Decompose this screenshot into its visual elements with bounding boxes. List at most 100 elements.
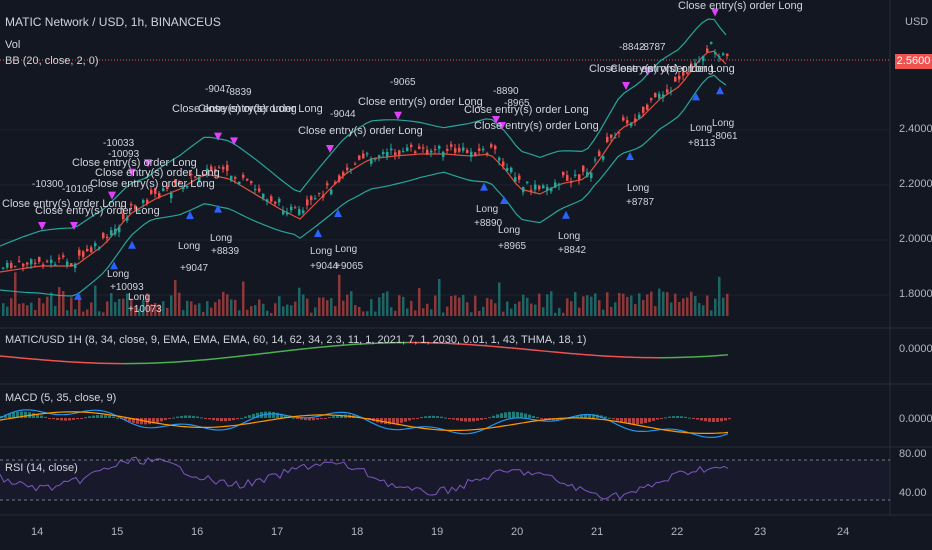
volume-bar (686, 297, 689, 316)
price-candle (242, 174, 245, 178)
entry-arrow-icon (314, 229, 322, 237)
volume-bar (14, 272, 17, 316)
macd-histogram-bar (340, 414, 343, 418)
macd-histogram-bar (480, 418, 483, 420)
macd-histogram-bar (452, 418, 455, 420)
price-candle (190, 173, 193, 176)
volume-bar (642, 299, 645, 316)
macd-histogram-bar (476, 418, 479, 421)
price-candle (338, 175, 341, 182)
macd-histogram-bar (536, 417, 539, 419)
macd-histogram-bar (724, 418, 727, 421)
price-candle (2, 267, 5, 269)
volume-bar (114, 302, 117, 316)
price-candle (222, 166, 225, 170)
volume-bar (494, 303, 497, 316)
volume-bar (358, 306, 361, 316)
symbol-title[interactable]: MATIC Network / USD, 1h, BINANCEUS (5, 15, 221, 29)
volume-bar (374, 311, 377, 316)
volume-bar (234, 299, 237, 316)
price-candle (46, 260, 49, 262)
macd-histogram-bar (436, 416, 439, 418)
macd-histogram-bar (44, 416, 47, 418)
exit-order-label: Close entry(s) order Long (298, 125, 423, 137)
macd-histogram-bar (184, 415, 187, 418)
macd-histogram-bar (80, 418, 83, 419)
volume-bar (614, 302, 617, 316)
macd-histogram-bar (588, 414, 591, 418)
price-candle (114, 228, 117, 235)
price-candle (694, 62, 697, 66)
trade-profit-label: -8061 (712, 131, 738, 142)
macd-histogram-bar (700, 418, 703, 421)
price-candle (314, 198, 317, 200)
oscillator-legend[interactable]: MATIC/USD 1H (8, 34, close, 9, EMA, EMA,… (5, 334, 587, 346)
time-axis-label: 18 (351, 526, 364, 538)
macd-histogram-bar (464, 418, 467, 422)
price-candle (726, 53, 729, 57)
price-candle (698, 60, 701, 62)
macd-histogram-bar (204, 418, 207, 419)
rsi-band-fill (0, 460, 890, 500)
price-candle (106, 236, 109, 239)
time-axis-label: 22 (671, 526, 684, 538)
volume-bar (430, 309, 433, 316)
volume-bar (666, 292, 669, 316)
rsi-legend[interactable]: RSI (14, close) (5, 462, 78, 474)
price-candle (426, 149, 429, 155)
volume-bar (478, 310, 481, 316)
price-candle (54, 264, 57, 267)
macd-histogram-bar (16, 411, 19, 418)
price-candle (574, 174, 577, 176)
macd-histogram-bar (640, 418, 643, 424)
trade-profit-label: -9047 (205, 84, 231, 95)
macd-histogram-bar (444, 417, 447, 419)
macd-histogram-bar (544, 418, 547, 420)
price-candle (310, 196, 313, 201)
macd-histogram-bar (420, 417, 423, 419)
volume-bar (602, 309, 605, 316)
macd-histogram-bar (188, 415, 191, 418)
volume-bar (322, 297, 325, 316)
price-candle (722, 53, 725, 56)
macd-histogram-bar (336, 415, 339, 418)
price-candle (414, 151, 417, 154)
entry-arrow-icon (500, 196, 508, 204)
bb-upper-band (0, 18, 727, 247)
vol-legend[interactable]: Vol (5, 39, 21, 51)
macd-histogram-bar (56, 418, 59, 421)
entry-order-label: Long (128, 292, 151, 303)
volume-bar (30, 302, 33, 316)
trade-profit-label: +8842 (558, 245, 587, 256)
macd-histogram-bar (652, 418, 655, 421)
volume-bar (586, 295, 589, 316)
exit-order-label: Close entry(s) order Long (358, 96, 483, 108)
macd-histogram-bar (48, 418, 51, 419)
bb-legend[interactable]: BB (20, close, 2, 0) (5, 55, 99, 67)
price-candle (374, 158, 377, 160)
volume-bar (406, 308, 409, 316)
volume-bar (130, 298, 133, 316)
price-candle (666, 89, 669, 93)
volume-bar (314, 307, 317, 316)
volume-bar (54, 305, 57, 316)
macd-legend[interactable]: MACD (5, 35, close, 9) (5, 392, 117, 404)
price-candle (642, 106, 645, 113)
price-candle (50, 259, 53, 263)
macd-histogram-bar (728, 418, 731, 420)
entry-arrow-icon (186, 211, 194, 219)
price-candle (142, 200, 145, 204)
price-candle (22, 263, 25, 267)
volume-bar (138, 308, 141, 316)
volume-bar (10, 298, 13, 316)
price-candle (182, 186, 185, 190)
price-candle (402, 151, 405, 153)
price-candle (558, 183, 561, 186)
price-candle (674, 76, 677, 82)
macd-histogram-bar (8, 413, 11, 418)
price-candle (298, 209, 301, 215)
entry-arrow-icon (626, 152, 634, 160)
price-candle (346, 167, 349, 171)
